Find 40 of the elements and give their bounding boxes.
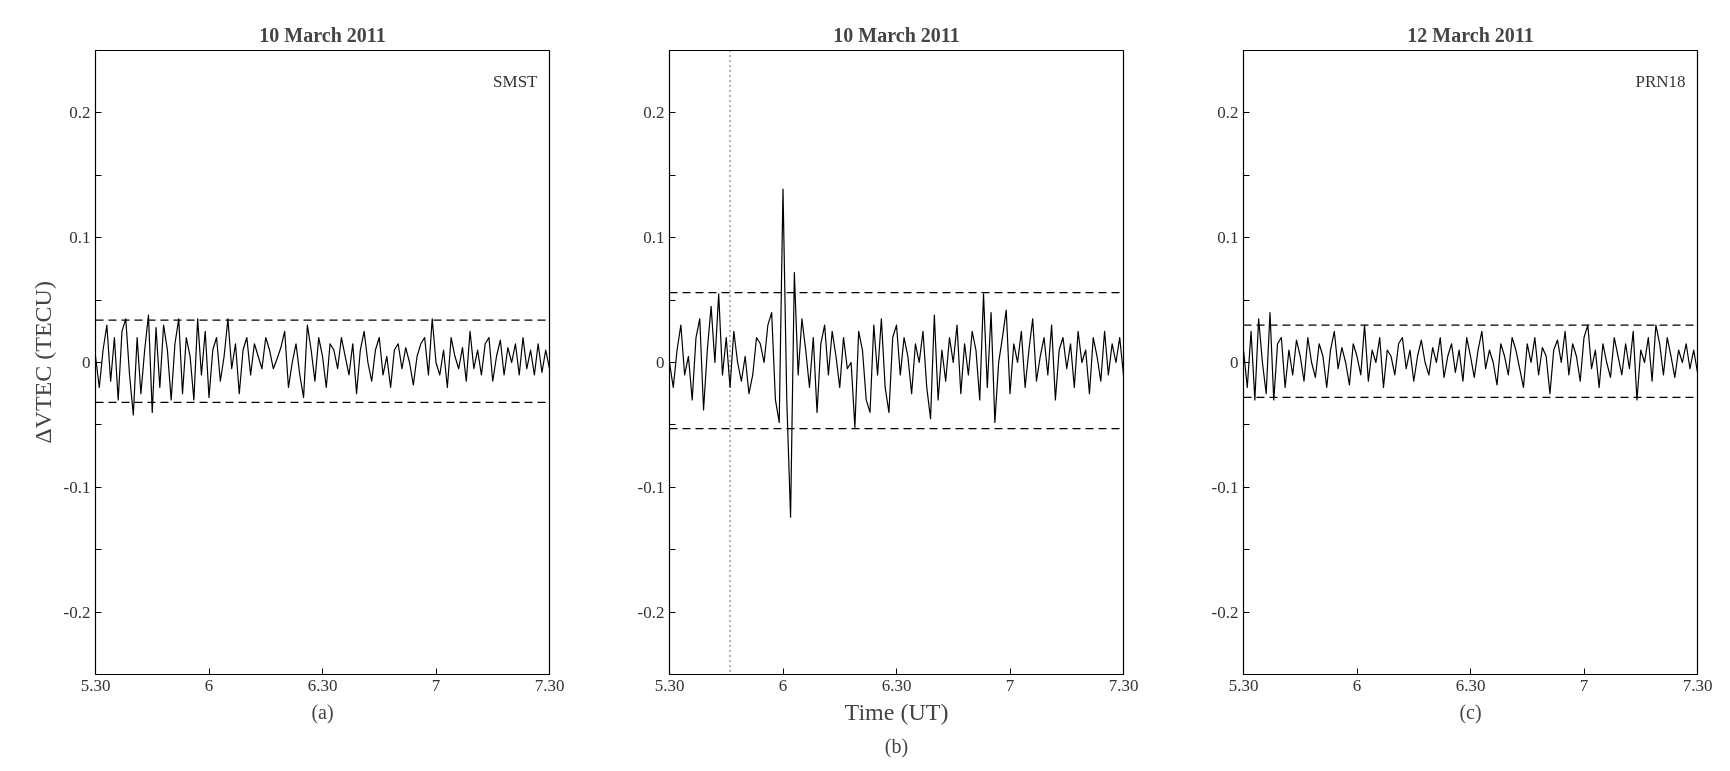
y-tick-label: -0.1 xyxy=(1211,477,1239,497)
y-tick-label: 0.2 xyxy=(69,103,91,123)
x-tick-label: 7.30 xyxy=(1108,675,1139,695)
annotation: SMST xyxy=(493,71,539,91)
y-tick-label: 0.1 xyxy=(69,228,91,248)
y-tick-label: -0.2 xyxy=(63,602,91,622)
x-tick-label: 6.30 xyxy=(307,675,338,695)
x-tick-label: 5.30 xyxy=(1228,675,1259,695)
y-tick-label: 0.2 xyxy=(643,103,665,123)
y-tick-label: 0 xyxy=(656,353,665,372)
y-tick-label: -0.2 xyxy=(637,602,665,622)
chart-title: 10 March 2011 xyxy=(833,23,960,46)
text: (c) xyxy=(1459,700,1482,724)
x-tick-label: 6 xyxy=(204,675,214,695)
x-tick-label: 5.30 xyxy=(80,675,111,695)
y-tick-label: -0.1 xyxy=(637,477,665,497)
text: (a) xyxy=(311,700,334,724)
y-tick-label: -0.1 xyxy=(63,477,91,497)
y-tick-label: 0 xyxy=(82,353,91,372)
x-tick-label: 7 xyxy=(431,675,441,695)
x-tick-label: 5.30 xyxy=(654,675,685,695)
y-tick-label: 0 xyxy=(1230,353,1239,372)
x-tick-label: 7.30 xyxy=(1682,675,1713,695)
x-tick-label: 6.30 xyxy=(881,675,912,695)
x-tick-label: 6.30 xyxy=(1455,675,1486,695)
y-tick-label: -0.2 xyxy=(1211,602,1239,622)
y-tick-label: 0.2 xyxy=(1217,103,1239,123)
x-tick-label: 6 xyxy=(778,675,788,695)
chart-title: 10 March 2011 xyxy=(259,23,386,46)
y-tick-label: 0.1 xyxy=(1217,228,1239,248)
chart-title: 12 March 2011 xyxy=(1407,23,1534,46)
x-tick-label: 7 xyxy=(1579,675,1589,695)
y-axis-title: ΔVTEC (TECU) xyxy=(29,281,56,444)
x-tick-label: 6 xyxy=(1352,675,1362,695)
x-tick-label: 7 xyxy=(1005,675,1015,695)
y-tick-label: 0.1 xyxy=(643,228,665,248)
x-tick-label: 7.30 xyxy=(534,675,565,695)
annotation: PRN18 xyxy=(1635,71,1686,91)
x-axis-title: Time (UT) xyxy=(844,698,949,725)
text: (b) xyxy=(884,734,909,758)
